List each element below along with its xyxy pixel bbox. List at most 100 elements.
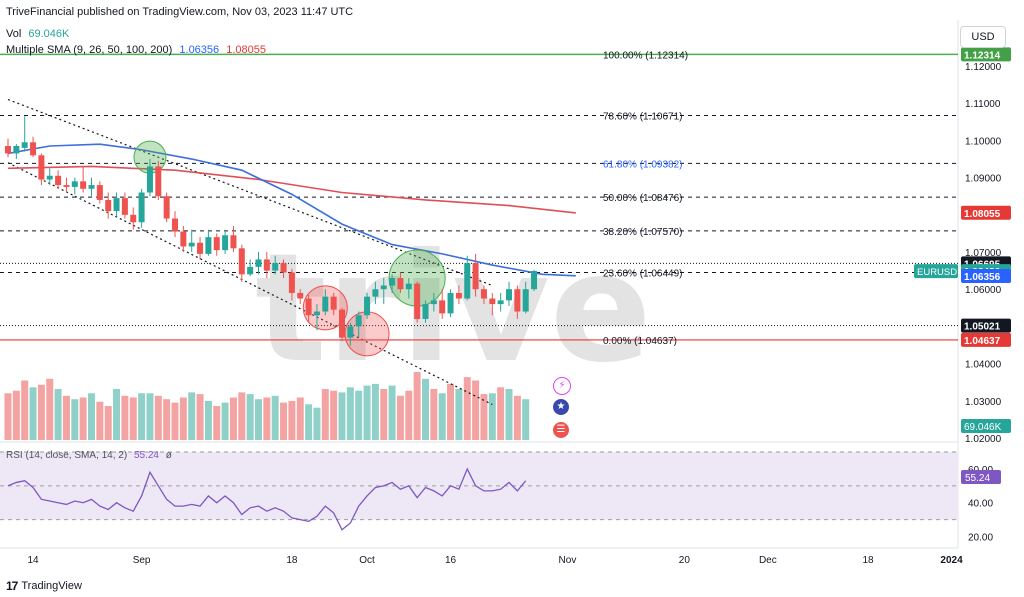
volume-bar <box>513 395 521 440</box>
candle-body <box>280 263 287 273</box>
candle-body <box>414 283 421 319</box>
fib-label: 78.60% (1.10671) <box>603 111 683 122</box>
candle-body <box>422 304 429 319</box>
volume-bar <box>280 402 288 440</box>
candle-body <box>71 181 78 187</box>
rsi-line <box>7 467 527 531</box>
eu-flag-icon[interactable]: ★ <box>553 399 569 415</box>
candle-body <box>163 196 170 219</box>
tradingview-mark-icon: 17 <box>6 579 18 593</box>
volume-bar <box>121 395 129 440</box>
y-tick-label: 1.04000 <box>965 360 1002 371</box>
candle-body <box>197 242 204 254</box>
volume-bar <box>321 389 329 440</box>
volume-bar <box>129 397 137 440</box>
candle-body <box>255 259 262 267</box>
candle-body <box>38 155 45 180</box>
candle-body <box>222 235 229 251</box>
volume-bar <box>338 392 346 440</box>
candle-body <box>188 242 195 247</box>
sma-label: Multiple SMA (9, 26, 50, 100, 200) <box>6 44 173 56</box>
candle-body <box>322 296 329 312</box>
candle <box>347 322 354 346</box>
volume-bar <box>255 399 262 440</box>
rsi-band <box>0 452 958 520</box>
volume-bar <box>330 390 338 440</box>
candle <box>397 272 404 293</box>
candle <box>46 168 53 186</box>
candle <box>263 252 270 279</box>
candle <box>280 259 287 279</box>
volume-bar <box>447 383 455 440</box>
candle <box>30 136 37 158</box>
candle-body <box>272 263 279 271</box>
rsi-tick-label: 20.00 <box>968 533 993 544</box>
candle <box>364 292 371 319</box>
x-tick-label: Sep <box>133 555 151 566</box>
volume-bar <box>71 399 79 440</box>
volume-bar <box>463 377 471 440</box>
volume-bar <box>46 378 54 440</box>
candle-body <box>146 166 153 193</box>
fib-label: 23.60% (1.06449) <box>603 269 683 280</box>
symbol-tag <box>914 264 958 279</box>
fib-label: 38.20% (1.07570) <box>603 227 683 238</box>
candle <box>380 278 387 305</box>
volume-bar <box>62 395 70 440</box>
candle-body <box>5 146 11 154</box>
rsi-value: 55.24 <box>133 450 159 461</box>
candle-body <box>497 300 504 305</box>
candle-body <box>339 309 345 338</box>
volume-bar <box>296 397 304 440</box>
y-tick-label: 1.03000 <box>965 397 1002 408</box>
candle <box>430 292 437 312</box>
candle-body <box>514 289 521 312</box>
volume-bar <box>522 399 530 440</box>
currency-button[interactable]: USD <box>960 26 1006 48</box>
volume-bar <box>430 389 438 440</box>
candle-body <box>489 298 496 305</box>
candle-body <box>172 218 178 232</box>
candle <box>63 177 70 193</box>
candle-body <box>531 270 538 290</box>
candle-body <box>397 278 404 290</box>
us-flag-icon[interactable]: ☰ <box>553 422 569 438</box>
y-tick-label: 1.06000 <box>965 285 1002 296</box>
symbol-tag-label: EURUSD <box>917 267 957 278</box>
candle <box>172 211 178 238</box>
volume-bar <box>154 395 162 440</box>
volume-bar <box>405 390 413 440</box>
rsi-extra: ø <box>165 450 172 461</box>
candle <box>339 307 345 342</box>
candle <box>489 292 496 316</box>
candle-body <box>439 300 446 314</box>
candle-body <box>205 237 212 254</box>
y-tick-label: 1.02000 <box>965 434 1002 445</box>
candle <box>121 192 128 219</box>
y-tick-label: 1.09000 <box>965 174 1002 185</box>
candle-body <box>297 292 304 299</box>
candle-body <box>430 300 437 305</box>
candle <box>322 289 329 316</box>
candle <box>13 144 20 160</box>
sma-200-line <box>7 165 576 214</box>
price-tag-label: 1.06356 <box>964 272 1001 283</box>
volume-bar <box>455 389 463 440</box>
candle <box>514 285 521 319</box>
candle-body <box>155 166 162 197</box>
volume-bar <box>204 400 212 440</box>
price-tag-label: 1.04637 <box>964 336 1001 347</box>
candle <box>180 225 187 253</box>
lightning-icon[interactable]: ⚡ <box>553 377 571 395</box>
candle <box>330 292 337 316</box>
volume-bar <box>213 406 221 440</box>
candle-body <box>389 278 396 286</box>
candle-body <box>213 237 220 251</box>
y-tick-label: 1.07000 <box>965 248 1002 259</box>
candle-body <box>80 181 87 189</box>
sma-legend: Multiple SMA (9, 26, 50, 100, 200) 1.063… <box>6 44 266 56</box>
volume-bar <box>96 401 104 440</box>
volume-label: Vol <box>6 28 22 40</box>
tradingview-logo[interactable]: 17 TradingView <box>6 579 82 593</box>
